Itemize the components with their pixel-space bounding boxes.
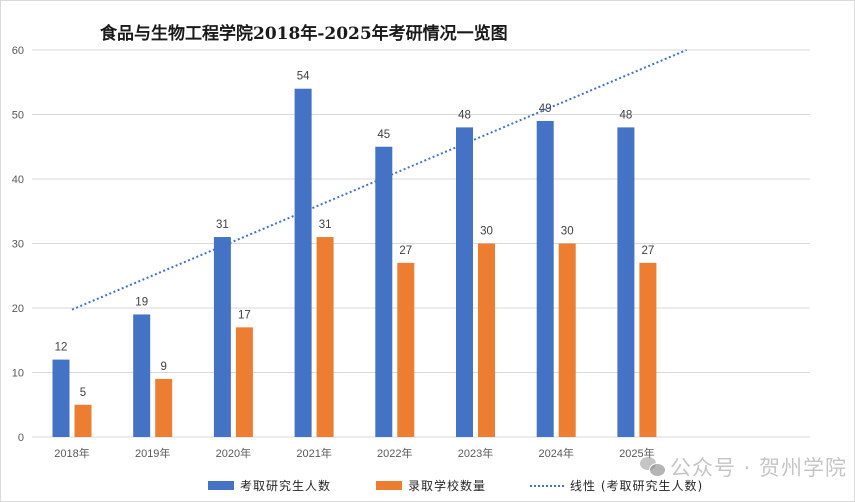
data-label: 54 [297, 71, 310, 83]
legend-label: 线性 (考取研究生人数) [570, 479, 704, 493]
data-label: 45 [377, 129, 390, 141]
y-axis-ticks: 0 10 20 30 40 50 60 [12, 45, 24, 444]
legend: 考取研究生人数 录取学校数量 线性 (考取研究生人数) [0, 477, 855, 495]
y-tick-label: 10 [12, 368, 24, 380]
data-label: 12 [55, 342, 68, 354]
x-tick-label: 2022年 [377, 446, 412, 460]
bar-blue [213, 237, 231, 437]
y-tick-label: 20 [12, 303, 24, 315]
trendline [71, 49, 687, 311]
data-label: 31 [319, 219, 332, 231]
bar-orange [478, 243, 495, 437]
bar-blue [617, 127, 635, 438]
legend-swatch-blue [208, 481, 234, 490]
data-label: 30 [561, 226, 574, 238]
y-tick-label: 0 [18, 432, 24, 444]
data-label: 27 [399, 245, 412, 257]
watermark: 公众号 · 贺州学院 [640, 452, 847, 482]
legend-label: 录取学校数量 [408, 479, 487, 493]
data-label: 5 [80, 387, 86, 399]
legend-item-trendline: 线性 (考取研究生人数) [530, 477, 703, 494]
bar-blue [536, 120, 554, 437]
watermark-text: 公众号 · 贺州学院 [670, 456, 848, 480]
bar-orange [558, 243, 576, 437]
legend-item-series-2: 录取学校数量 [376, 477, 486, 494]
legend-swatch-orange [376, 481, 402, 490]
legend-dotted-line-icon [530, 484, 564, 487]
data-label: 48 [620, 109, 633, 121]
x-axis-ticks: 2018年 2019年 2020年 2021年 2022年 2023年 2024年 2025年 [54, 446, 654, 460]
bar-orange [397, 262, 415, 437]
x-tick-label: 2020年 [216, 446, 251, 460]
data-labels: 121931544548494859173127303027 [55, 71, 655, 399]
data-label: 48 [458, 109, 471, 121]
y-tick-label: 40 [12, 174, 24, 186]
bar-orange [639, 262, 657, 437]
y-tick-label: 30 [12, 239, 24, 251]
data-label: 17 [238, 309, 251, 321]
wechat-icon [640, 457, 666, 477]
x-tick-label: 2018年 [54, 446, 89, 460]
x-tick-label: 2021年 [296, 446, 331, 460]
x-tick-label: 2025年 [619, 446, 654, 460]
y-tick-label: 50 [12, 110, 24, 122]
data-label: 30 [480, 226, 493, 238]
bar-blue [52, 359, 70, 437]
data-label: 27 [642, 245, 655, 257]
legend-label: 考取研究生人数 [240, 479, 332, 493]
trendline-group [71, 49, 687, 311]
x-tick-label: 2023年 [458, 446, 493, 460]
bar-blue [294, 88, 312, 437]
data-label: 31 [216, 219, 229, 231]
bar-blue [133, 314, 151, 437]
bar-orange [316, 237, 334, 437]
bars [52, 88, 657, 438]
bar-orange [155, 378, 173, 437]
x-tick-label: 2024年 [538, 446, 573, 460]
data-label: 9 [160, 361, 166, 373]
bar-blue [375, 146, 393, 437]
bar-orange [74, 404, 92, 437]
bar-blue [456, 127, 473, 438]
chart-title: 食品与生物工程学院2018年-2025年考研情况一览图 [100, 24, 508, 44]
bar-orange [235, 327, 253, 437]
x-tick-label: 2019年 [135, 446, 170, 460]
y-tick-label: 60 [12, 45, 24, 57]
legend-item-series-1: 考取研究生人数 [208, 477, 331, 494]
data-label: 19 [135, 296, 148, 308]
